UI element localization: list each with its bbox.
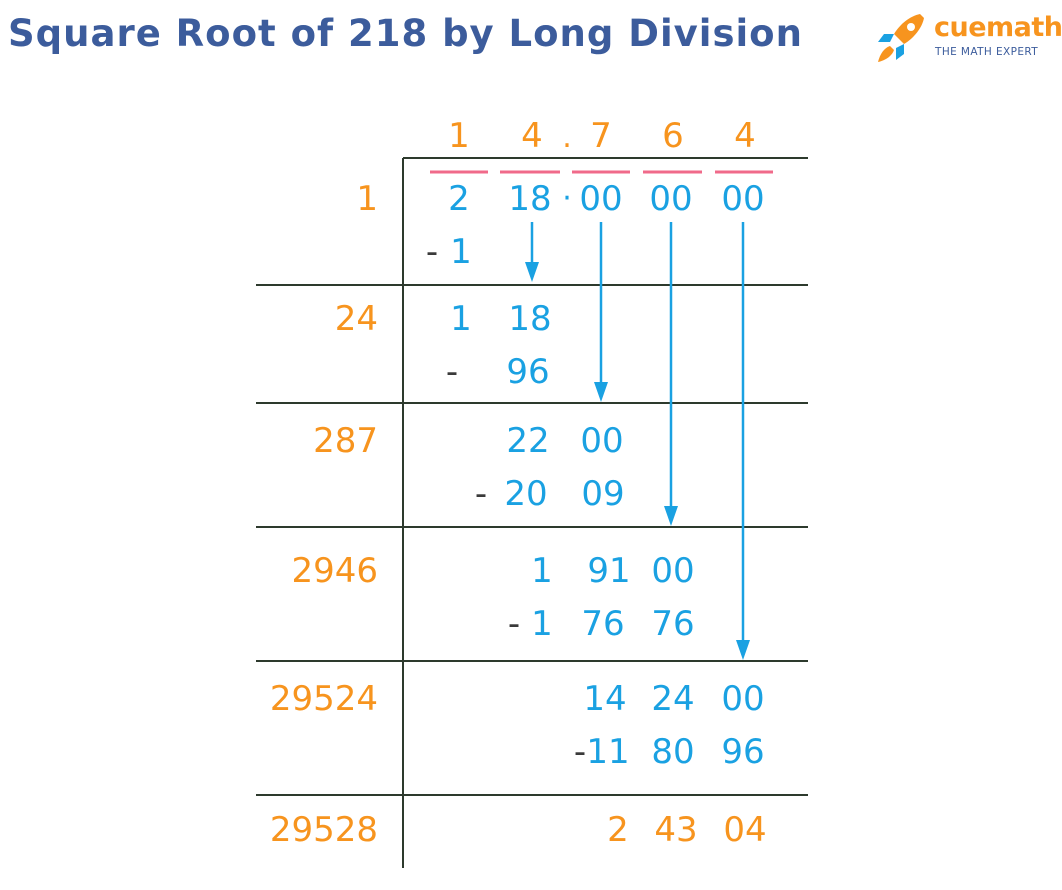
dividend-group: 00: [721, 179, 765, 219]
cuemath-logo: cuemath THE MATH EXPERT: [872, 10, 1062, 70]
quotient-digit: 6: [662, 116, 684, 156]
divisor: 1: [356, 179, 378, 219]
minus-sign: -: [425, 232, 439, 272]
subtrahend: 96: [506, 352, 550, 392]
subtrahend: 09: [581, 474, 625, 514]
logo-tagline: THE MATH EXPERT: [935, 46, 1039, 58]
partial-dividend: 1: [531, 551, 553, 591]
quotient-digit: 4: [521, 116, 543, 156]
partial-dividend: 1: [450, 299, 472, 339]
subtrahend: 80: [651, 732, 695, 772]
minus-sign: -: [507, 604, 521, 644]
quotient-decimal-point: .: [562, 120, 572, 155]
partial-dividend: 18: [508, 299, 552, 339]
divisor: 29524: [269, 679, 378, 719]
partial-dividend: 00: [721, 679, 765, 719]
bring-down-arrow: [525, 222, 539, 282]
page-title: Square Root of 218 by Long Division: [8, 12, 803, 55]
dividend-group: 00: [649, 179, 693, 219]
divisor: 287: [313, 421, 378, 461]
subtrahend: 76: [651, 604, 695, 644]
partial-dividend: 91: [587, 551, 631, 591]
minus-sign: -: [474, 474, 488, 514]
minus-sign: -: [573, 732, 587, 772]
divisor: 2946: [291, 551, 378, 591]
dividend-group: 2: [448, 179, 470, 219]
subtrahend: 1: [450, 232, 472, 272]
bring-down-arrow: [594, 222, 608, 402]
bring-down-arrow: [664, 222, 678, 526]
subtrahend: 96: [721, 732, 765, 772]
quotient-digit: 4: [734, 116, 756, 156]
minus-sign: -: [445, 352, 459, 392]
partial-dividend: 22: [506, 421, 550, 461]
partial-dividend: 00: [580, 421, 624, 461]
divisor: 29528: [269, 810, 378, 850]
partial-dividend: 00: [651, 551, 695, 591]
bring-down-arrow: [736, 222, 750, 660]
remainder: 04: [723, 810, 767, 850]
subtrahend: 20: [504, 474, 548, 514]
subtrahend: 76: [581, 604, 625, 644]
dividend-decimal-point: ·: [562, 181, 572, 216]
partial-dividend: 24: [651, 679, 695, 719]
remainder: 43: [654, 810, 698, 850]
divisor: 24: [334, 299, 378, 339]
dividend-group: 00: [579, 179, 623, 219]
dividend-group: 18: [508, 179, 552, 219]
partial-dividend: 14: [583, 679, 627, 719]
quotient-digit: 1: [448, 116, 470, 156]
quotient-digit: 7: [590, 116, 612, 156]
subtrahend: 11: [586, 732, 630, 772]
rocket-icon: [878, 14, 924, 62]
subtrahend: 1: [531, 604, 553, 644]
remainder: 2: [607, 810, 629, 850]
logo-wordmark: cuemath: [934, 12, 1062, 43]
